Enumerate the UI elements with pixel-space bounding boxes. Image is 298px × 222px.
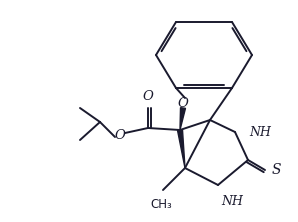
Polygon shape: [178, 130, 185, 168]
Text: NH: NH: [221, 195, 243, 208]
Text: O: O: [142, 90, 153, 103]
Text: S: S: [272, 163, 282, 177]
Text: O: O: [114, 129, 125, 141]
Text: NH: NH: [249, 125, 271, 139]
Polygon shape: [180, 108, 185, 130]
Text: CH₃: CH₃: [150, 198, 172, 211]
Text: O: O: [178, 97, 188, 109]
